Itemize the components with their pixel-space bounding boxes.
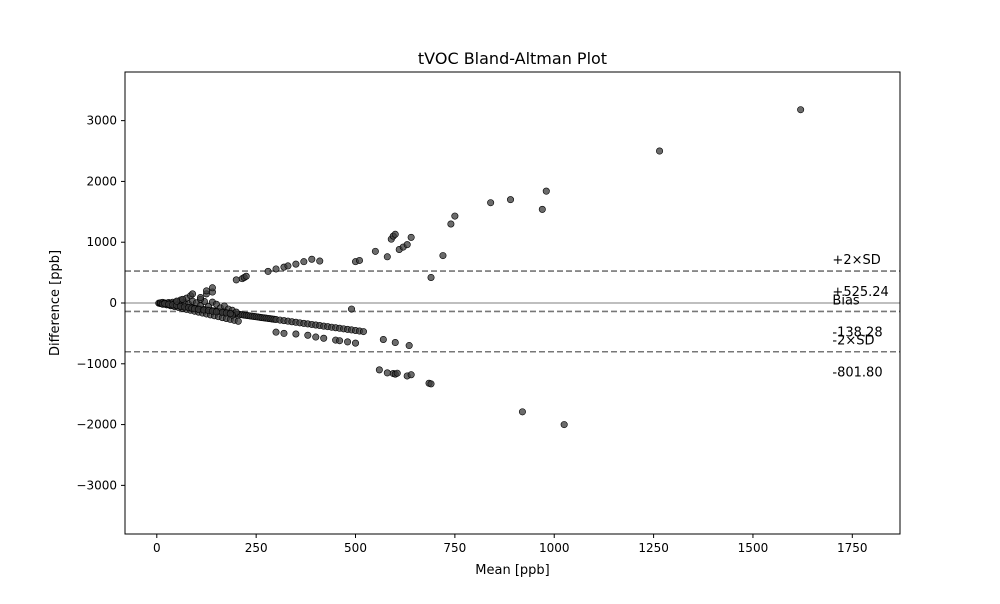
data-point — [427, 273, 435, 281]
reference-line-name: +2×SD — [832, 253, 880, 268]
reference-line-name: -2×SD — [832, 334, 874, 349]
y-tick-label: 2000 — [86, 174, 117, 188]
data-point — [304, 331, 312, 339]
reference-line-name: Bias — [832, 293, 859, 308]
data-point — [405, 342, 413, 350]
y-axis-label: Difference [ppb] — [48, 250, 63, 356]
data-point — [272, 265, 280, 273]
data-point — [208, 284, 216, 292]
data-point — [344, 338, 352, 346]
x-tick-label: 1250 — [638, 541, 669, 555]
data-point — [234, 317, 242, 325]
data-point — [538, 205, 546, 213]
data-point — [232, 276, 240, 284]
data-point — [179, 295, 187, 303]
x-axis-label: Mean [ppb] — [475, 563, 549, 578]
data-point — [300, 258, 308, 266]
data-point — [320, 334, 328, 342]
data-point — [407, 371, 415, 379]
reference-line-value: -801.80 — [832, 366, 882, 381]
x-tick-label: 250 — [245, 541, 268, 555]
y-tick-label: −3000 — [76, 478, 117, 492]
data-point — [379, 335, 387, 343]
data-point — [507, 196, 515, 204]
axes: 0 250 500 750 1000 1250 1500 1750 −3000 −2000 −100… — [76, 71, 901, 555]
data-point — [393, 369, 401, 377]
data-point — [202, 287, 210, 295]
data-point — [542, 187, 550, 195]
x-tick-label: 750 — [443, 541, 466, 555]
data-point — [308, 255, 316, 263]
data-point — [391, 230, 399, 238]
data-point — [447, 220, 455, 228]
data-point — [242, 272, 250, 280]
data-point — [407, 233, 415, 241]
data-point — [197, 294, 205, 302]
data-point — [348, 305, 356, 313]
data-point — [355, 256, 363, 264]
x-tick-label: 0 — [153, 541, 161, 555]
data-point — [383, 369, 391, 377]
data-point — [391, 339, 399, 347]
data-point — [427, 380, 435, 388]
reference-lines — [125, 270, 900, 353]
data-point — [487, 199, 495, 207]
data-point — [560, 421, 568, 429]
data-point — [173, 297, 181, 305]
x-tick-label: 500 — [344, 541, 367, 555]
data-point — [371, 247, 379, 255]
data-point — [280, 329, 288, 337]
chart-title: tVOC Bland-Altman Plot — [418, 49, 607, 68]
data-point — [312, 333, 320, 341]
data-point — [316, 257, 324, 265]
data-point — [375, 366, 383, 374]
x-tick-label: 1500 — [738, 541, 769, 555]
data-point — [336, 337, 344, 345]
data-point — [451, 212, 459, 220]
data-points — [155, 106, 805, 429]
x-tick-label: 1750 — [837, 541, 868, 555]
data-point — [518, 408, 526, 416]
y-tick-label: −2000 — [76, 418, 117, 432]
data-point — [272, 328, 280, 336]
y-tick-label: 1000 — [86, 235, 117, 249]
data-point — [383, 253, 391, 261]
y-tick-label: 0 — [109, 296, 117, 310]
data-point — [292, 260, 300, 268]
data-point — [189, 290, 197, 298]
data-point — [226, 310, 234, 318]
y-tick-label: −1000 — [76, 357, 117, 371]
y-tick-label: 3000 — [86, 114, 117, 128]
reference-line-value: -138.28 — [832, 325, 882, 340]
data-point — [352, 339, 360, 347]
data-point — [439, 252, 447, 260]
data-point — [403, 241, 411, 249]
data-point — [292, 330, 300, 338]
data-point — [264, 267, 272, 275]
data-point — [797, 106, 805, 114]
data-point — [284, 262, 292, 270]
data-point — [656, 147, 664, 155]
data-point — [359, 328, 367, 336]
x-tick-label: 1000 — [539, 541, 570, 555]
reference-line-value: +525.24 — [832, 285, 888, 300]
data-point — [212, 308, 220, 316]
